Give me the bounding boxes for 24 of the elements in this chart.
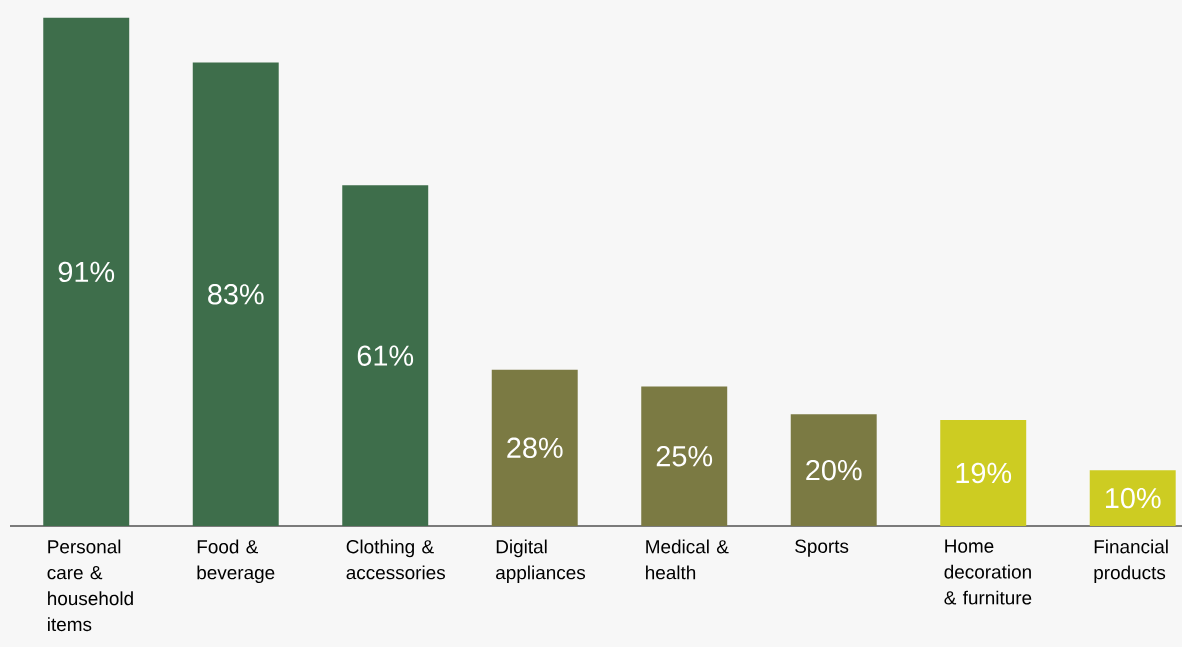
data-label: 83% [208,284,264,305]
x-tick-label: Financial products [1094,539,1168,584]
data-label: 19% [956,462,1012,484]
x-tick-label: Home decoration & furniture [944,539,1032,605]
x-tick-label: Medical & health [646,539,729,580]
x-tick-label: Personal care & household items [47,539,133,632]
data-label: 20% [806,459,862,481]
data-label: 91% [58,261,115,283]
data-label: 61% [357,345,414,366]
x-tick-label: Sports [795,539,849,557]
bar [192,62,279,526]
data-label: 25% [656,445,713,467]
bar [1089,470,1176,526]
bar [342,185,429,526]
bar [790,414,877,526]
x-tick-label: Food & beverage [197,539,275,584]
bar [43,17,130,526]
data-label: 10% [1106,487,1161,509]
bar [641,386,728,526]
bar [491,369,578,526]
x-tick-label: Clothing & accessories [346,539,445,580]
data-label: 28% [507,437,563,459]
bar [940,419,1027,526]
x-tick-label: Digital appliances [496,539,586,584]
